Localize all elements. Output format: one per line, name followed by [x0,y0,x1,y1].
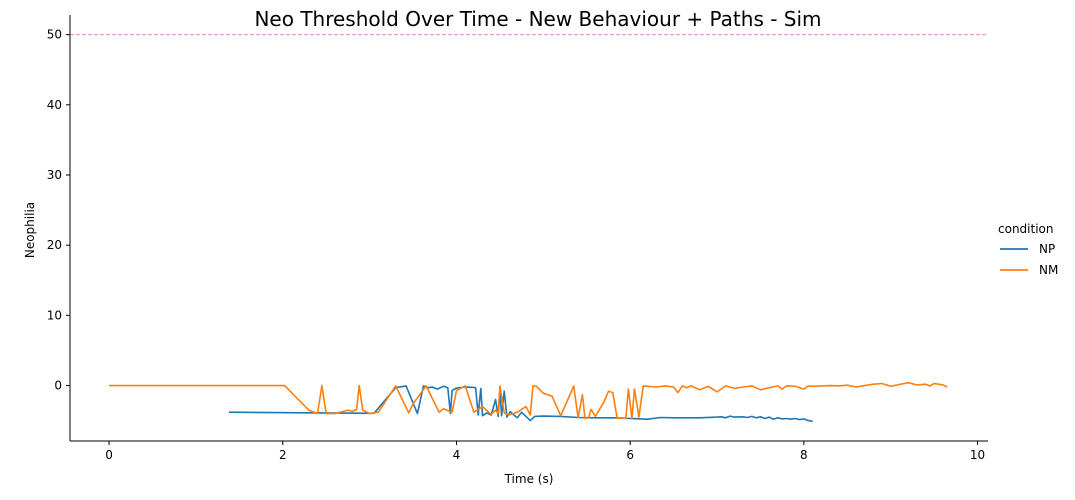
y-tick-label: 10 [47,308,62,322]
y-tick-label: 20 [47,238,62,252]
x-tick-label: 8 [800,448,808,462]
x-tick-label: 2 [279,448,287,462]
y-tick-label: 40 [47,98,62,112]
chart-title: Neo Threshold Over Time - New Behaviour … [254,7,821,31]
x-tick-label: 6 [626,448,634,462]
plot-area [70,34,988,423]
x-tick-label: 10 [970,448,985,462]
legend: condition NP NM [998,222,1058,277]
series-line-nm [109,381,948,420]
legend-label-nm: NM [1039,263,1058,277]
axes: 0 2 4 6 8 10 0 10 20 30 40 50 [47,15,988,462]
y-tick-label: 50 [47,28,62,42]
series-line-np [228,385,813,423]
legend-title: condition [998,222,1053,236]
x-tick-label: 4 [453,448,461,462]
x-axis-label: Time (s) [504,472,554,486]
x-tick-label: 0 [105,448,113,462]
y-tick-label: 30 [47,168,62,182]
legend-label-np: NP [1039,242,1055,256]
y-axis-label: Neophilia [23,202,37,258]
y-tick-label: 0 [54,379,62,393]
